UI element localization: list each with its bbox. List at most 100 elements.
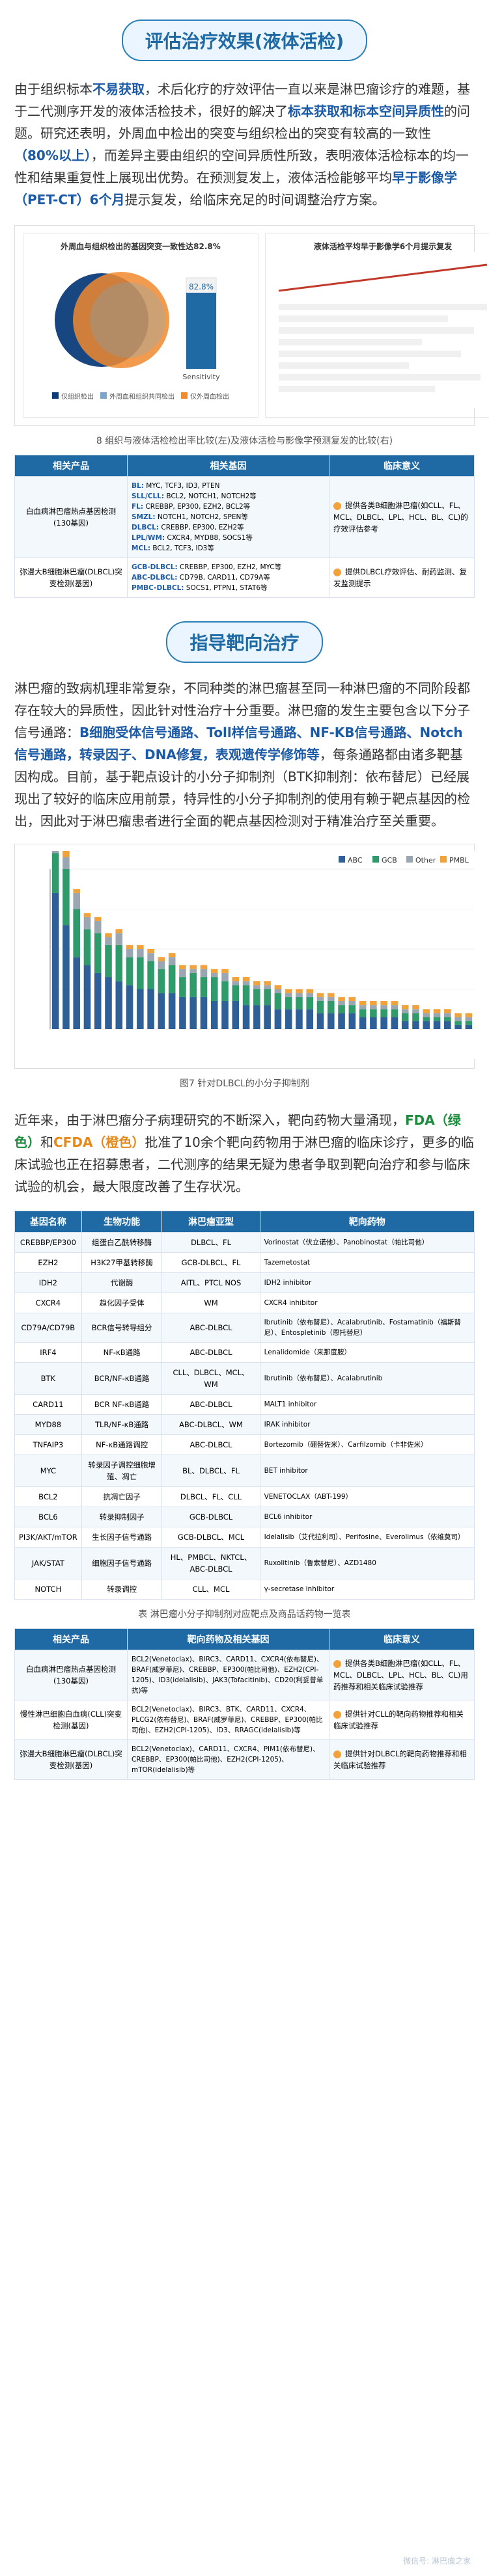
- paragraph-span: B细胞受体信号通路、Toll样信号通路、NF-KB信号通路、Notch信号通路，…: [14, 725, 463, 762]
- paragraph-span: 批准了10余个靶向药物用于淋巴瘤的临床诊疗，更多的临床试验也正在招募患者，二代测…: [14, 1134, 474, 1194]
- gene-name: EZH2: [14, 1252, 82, 1273]
- gene-line: SMZL: NOTCH1, NOTCH2, SPEN等: [132, 513, 248, 521]
- paragraph-span: 近年来，由于淋巴瘤分子病理研究的不断深入，靶向药物大量涌现，: [14, 1112, 405, 1128]
- bar-abc: [348, 1013, 356, 1029]
- bar-gcb: [327, 1000, 335, 1013]
- gene-line: MCL: BCL2, TCF3, ID3等: [132, 544, 214, 552]
- bar-gcb: [210, 977, 218, 1001]
- bio-function: 细胞因子信号通路: [81, 1547, 163, 1579]
- bar-other: [51, 837, 59, 853]
- bar-pmbl: [232, 977, 240, 982]
- chart-legend: ABC GCB Other PMBL: [339, 856, 469, 865]
- bar-abc: [168, 993, 176, 1029]
- gene-line: GCB-DLBCL: CREBBP, EP300, EZH2, MYC等: [132, 563, 282, 571]
- bar-pmbl: [338, 997, 345, 1001]
- table1-header-genes: 相关基因: [127, 455, 329, 477]
- table3-meaning: 提供各类B细胞淋巴瘤(如CLL、FL、MCL、DLBCL、LPL、HCL、BL、…: [329, 1650, 475, 1700]
- gene-line: BL: MYC, TCF3, ID3, PTEN: [132, 482, 220, 490]
- bar-other: [210, 973, 218, 978]
- table1-product: 白血病淋巴瘤热点基因检测(130基因): [14, 476, 128, 558]
- bio-function: 代谢酶: [81, 1272, 163, 1293]
- subtype: WM: [161, 1293, 260, 1313]
- paragraph-span: 和: [40, 1134, 53, 1150]
- bar-pmbl: [465, 1013, 473, 1017]
- bar-pmbl: [370, 1000, 377, 1006]
- gene-name: CARD11: [14, 1394, 82, 1415]
- bar-gcb: [264, 989, 271, 1006]
- bar-pmbl: [147, 949, 154, 954]
- legend-swatch: [406, 856, 413, 863]
- bar-gcb: [338, 1005, 345, 1013]
- right-figure-title: 液体活检平均早于影像学6个月提示复发: [313, 242, 453, 251]
- bar-gcb: [105, 945, 112, 978]
- table1-row: 弥漫大B细胞淋巴瘤(DLBCL)突变检测(基因) GCB-DLBCL: CREB…: [14, 557, 475, 598]
- bar-pmbl: [221, 969, 229, 973]
- section1-caption: 8 组织与液体活检检出率比较(左)及液体活检与影像学预测复发的比较(右): [96, 436, 393, 446]
- bar-other: [83, 917, 91, 930]
- bar-abc: [179, 997, 186, 1029]
- bar-abc: [412, 1021, 419, 1029]
- bar-pmbl: [264, 981, 271, 986]
- bar-other: [380, 1005, 387, 1010]
- bio-function: NF-κB通路调控: [81, 1434, 163, 1455]
- dlbc-chart: ABC GCB Other PMBL: [21, 829, 482, 1059]
- table2-row: CARD11 BCR NF-κB通路 ABC-DLBCL MALT1 inhibito…: [14, 1394, 475, 1415]
- drugs: VENETOCLAX（ABT-199）: [259, 1486, 475, 1507]
- paragraph-span: ，每条通路都由诸多靶基因构成。目前，基于靶点设计的小分子抑制剂（BTK抑制剂：依…: [14, 747, 470, 829]
- right-figure: 液体活检平均早于影像学6个月提示复发: [265, 234, 489, 418]
- bar-pmbl: [274, 985, 282, 989]
- bar-abc: [338, 1013, 345, 1029]
- bar-gcb: [242, 985, 250, 1006]
- bar-other: [158, 961, 165, 969]
- table3-meaning: 提供针对DLBCL的靶向药物推荐和相关临床试验推荐: [329, 1739, 475, 1780]
- gene-line: SLL/CLL: BCL2, NOTCH1, NOTCH2等: [132, 492, 257, 500]
- spacer: [0, 211, 489, 225]
- bar-gcb: [168, 965, 176, 993]
- bar-other: [115, 933, 123, 945]
- bar-pmbl: [391, 1000, 398, 1006]
- gene-name: MYD88: [14, 1414, 82, 1435]
- bar-pmbl: [380, 1000, 387, 1006]
- bar-gcb: [126, 957, 133, 986]
- paragraph-span: 不易获取: [92, 81, 145, 97]
- bar-gcb: [83, 929, 91, 965]
- drugs: IRAK inhibitor: [259, 1414, 475, 1435]
- bullet-icon: [333, 1659, 341, 1668]
- bar-gcb: [179, 977, 186, 997]
- bio-function: BCR NF-κB通路: [81, 1394, 163, 1415]
- subtype: ABC-DLBCL: [161, 1394, 260, 1415]
- bar-other: [94, 920, 102, 933]
- bar-gcb: [200, 977, 208, 997]
- gene-name: BTK: [14, 1362, 82, 1395]
- bar-gcb: [137, 957, 144, 989]
- bar-pmbl: [285, 989, 292, 993]
- bar-abc: [51, 892, 59, 1029]
- table1-header-meaning: 临床意义: [329, 455, 475, 477]
- bar-pmbl: [253, 981, 260, 986]
- bar-gcb: [412, 1013, 419, 1021]
- bar-other: [412, 1009, 419, 1013]
- drugs: IDH2 inhibitor: [259, 1272, 475, 1293]
- table2-wrap: 基因名称 生物功能 淋巴瘤亚型 靶向药物 CREBBP/EP300 组蛋白乙酰转移…: [14, 1211, 475, 1600]
- left-figure-title: 外周血与组织检出的基因突变一致性达82.8%: [61, 242, 221, 251]
- bio-function: 趋化因子受体: [81, 1293, 163, 1313]
- bar-abc: [210, 1000, 218, 1029]
- bar-abc: [465, 1025, 473, 1029]
- subtype: ABC-DLBCL、WM: [161, 1414, 260, 1435]
- subtype: ABC-DLBCL: [161, 1342, 260, 1363]
- table2-row: IRF4 NF-κB通路 ABC-DLBCL Lenalidomide（来那度胺）: [14, 1342, 475, 1363]
- drugs: Lenalidomide（来那度胺）: [259, 1342, 475, 1363]
- bio-function: 抗凋亡因子: [81, 1486, 163, 1507]
- bar-pmbl: [115, 929, 123, 933]
- table3: 相关产品 靶向药物及相关基因 临床意义 白血病淋巴瘤热点基因检测(130基因) …: [14, 1628, 475, 1780]
- bar-other: [359, 1005, 367, 1010]
- left-figure: 外周血与组织检出的基因突变一致性达82.8% 82.8% Sensitivity…: [23, 234, 258, 418]
- table1-meaning: 提供各类B细胞淋巴瘤(如CLL、FL、MCL、DLBCL、LPL、HCL、BL、…: [329, 476, 475, 558]
- legend-item-3: 仅外周血检出: [181, 391, 229, 401]
- drugs: Bortezomib（硼替佐米）、Carfilzomib（卡非佐米）: [259, 1434, 475, 1455]
- drugs: Ibrutinib（依布替尼）、Acalabrutinib、Fostamatin…: [259, 1313, 475, 1343]
- drugs: BET inhibitor: [259, 1455, 475, 1487]
- table2-row: MYC 转录因子调控细胞增殖、凋亡 BL、DLBCL、FL BET inhibitor: [14, 1455, 475, 1487]
- paragraph-span: （80%以上）: [14, 148, 91, 163]
- bar-abc: [189, 997, 197, 1029]
